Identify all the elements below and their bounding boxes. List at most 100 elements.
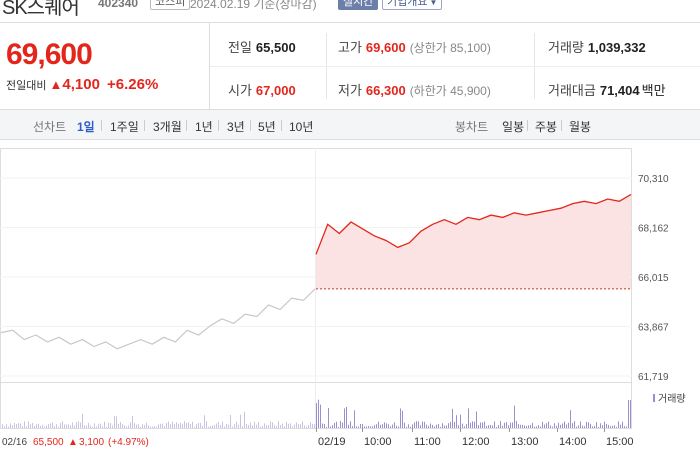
row-divider [210,66,700,67]
volume-bar [250,422,251,428]
volume-bar [350,421,351,428]
volume-bar [370,426,371,428]
volume-bar [144,424,145,428]
volume-bar [630,400,631,428]
volume-label: 거래량 [548,40,584,55]
volume-bar [612,425,613,428]
volume-bar [396,425,397,428]
volume-bar [626,426,627,428]
volume-bar [550,425,551,428]
prev-close-value: 65,500 [255,40,296,55]
volume-bar [418,421,419,428]
volume-bar [502,425,503,428]
tab-daily-candle[interactable]: 일봉 [502,120,525,134]
company-info-label: 기업개요 [387,0,428,8]
volume-bar [230,415,231,428]
volume-bar [196,424,197,428]
volume-bar [572,423,573,428]
volume-bar [482,422,483,428]
tab-weekly-candle[interactable]: 주봉 [535,120,558,134]
volume-bar [262,426,263,428]
prev-day-date: 02/16 [2,437,27,448]
volume-bar [340,421,341,428]
volume-bar [184,421,185,428]
volume-bar [558,422,559,428]
volume-bar [596,422,597,428]
volume-bar [224,426,225,428]
volume-bar [622,421,623,428]
tab-1day[interactable]: 1일 [77,120,95,134]
volume-bar [296,422,297,428]
volume-bar [544,424,545,428]
volume-bar [240,414,241,428]
volume-bar [364,426,365,428]
volume-bar [294,424,295,428]
volume-bar [90,425,91,428]
volume-bar [500,421,501,428]
volume-bars [2,399,631,428]
volume-bar [232,426,233,428]
volume-bar [242,426,243,428]
volume-bar [360,424,361,428]
low-label: 저가 [338,83,362,98]
volume-bar [10,423,11,428]
volume-bar [254,421,255,428]
volume-bar [378,421,379,428]
volume-cell: 거래량 1,039,332 [548,37,646,56]
divider [144,120,145,131]
y-tick-label: 70,310 [638,174,669,185]
volume-bar [298,424,299,428]
tab-5year[interactable]: 5년 [258,120,276,134]
volume-bar [36,424,37,428]
volume-bar [358,426,359,428]
tab-1week[interactable]: 1주일 [110,120,139,134]
volume-bar [368,426,369,428]
volume-bar [164,426,165,428]
volume-bar [92,426,93,428]
volume-bar [172,421,173,428]
volume-bar [580,421,581,428]
volume-bar [604,421,605,428]
volume-bar [460,414,461,428]
volume-bar [300,424,301,428]
volume-bar [102,426,103,428]
tab-monthly-candle[interactable]: 월봉 [569,120,592,134]
volume-bar [574,421,575,428]
company-info-dropdown[interactable]: 기업개요 ▼ [382,0,443,10]
volume-bar [136,424,137,428]
volume-bar [382,424,383,428]
volume-bar [452,408,453,428]
volume-bar [150,426,151,428]
volume-bar [526,426,527,428]
volume-bar [568,422,569,428]
realtime-button[interactable]: 실시간 [338,0,379,10]
volume-bar [438,423,439,428]
volume-bar [226,424,227,428]
volume-bar [480,422,481,428]
volume-bar [348,424,349,428]
volume-bar [166,423,167,428]
volume-bar [476,411,477,428]
volume-bar [306,426,307,428]
volume-bar [490,424,491,428]
volume-bar [274,425,275,428]
tab-3year[interactable]: 3년 [227,120,245,134]
quote-date: 2024.02.19 기준(장마감) [190,0,317,11]
volume-bar [320,404,321,428]
volume-bar [214,425,215,428]
y-tick-label: 66,015 [638,273,669,284]
prev-day-arrow-icon: ▲ [68,437,78,448]
price-chart[interactable]: 70,310 68,162 66,015 63,867 61,719 02/19 10:0… [0,140,700,450]
tab-3month[interactable]: 3개월 [153,120,182,134]
volume-bar [470,422,471,428]
volume-bar [192,421,193,428]
volume-bar [594,426,595,428]
volume-bar [256,424,257,428]
volume-bar [366,426,367,428]
volume-bar [436,424,437,428]
volume-bar [198,423,199,428]
tab-1year[interactable]: 1년 [195,120,213,134]
volume-bar [556,425,557,428]
tab-10year[interactable]: 10년 [289,120,314,134]
volume-bar [474,421,475,428]
